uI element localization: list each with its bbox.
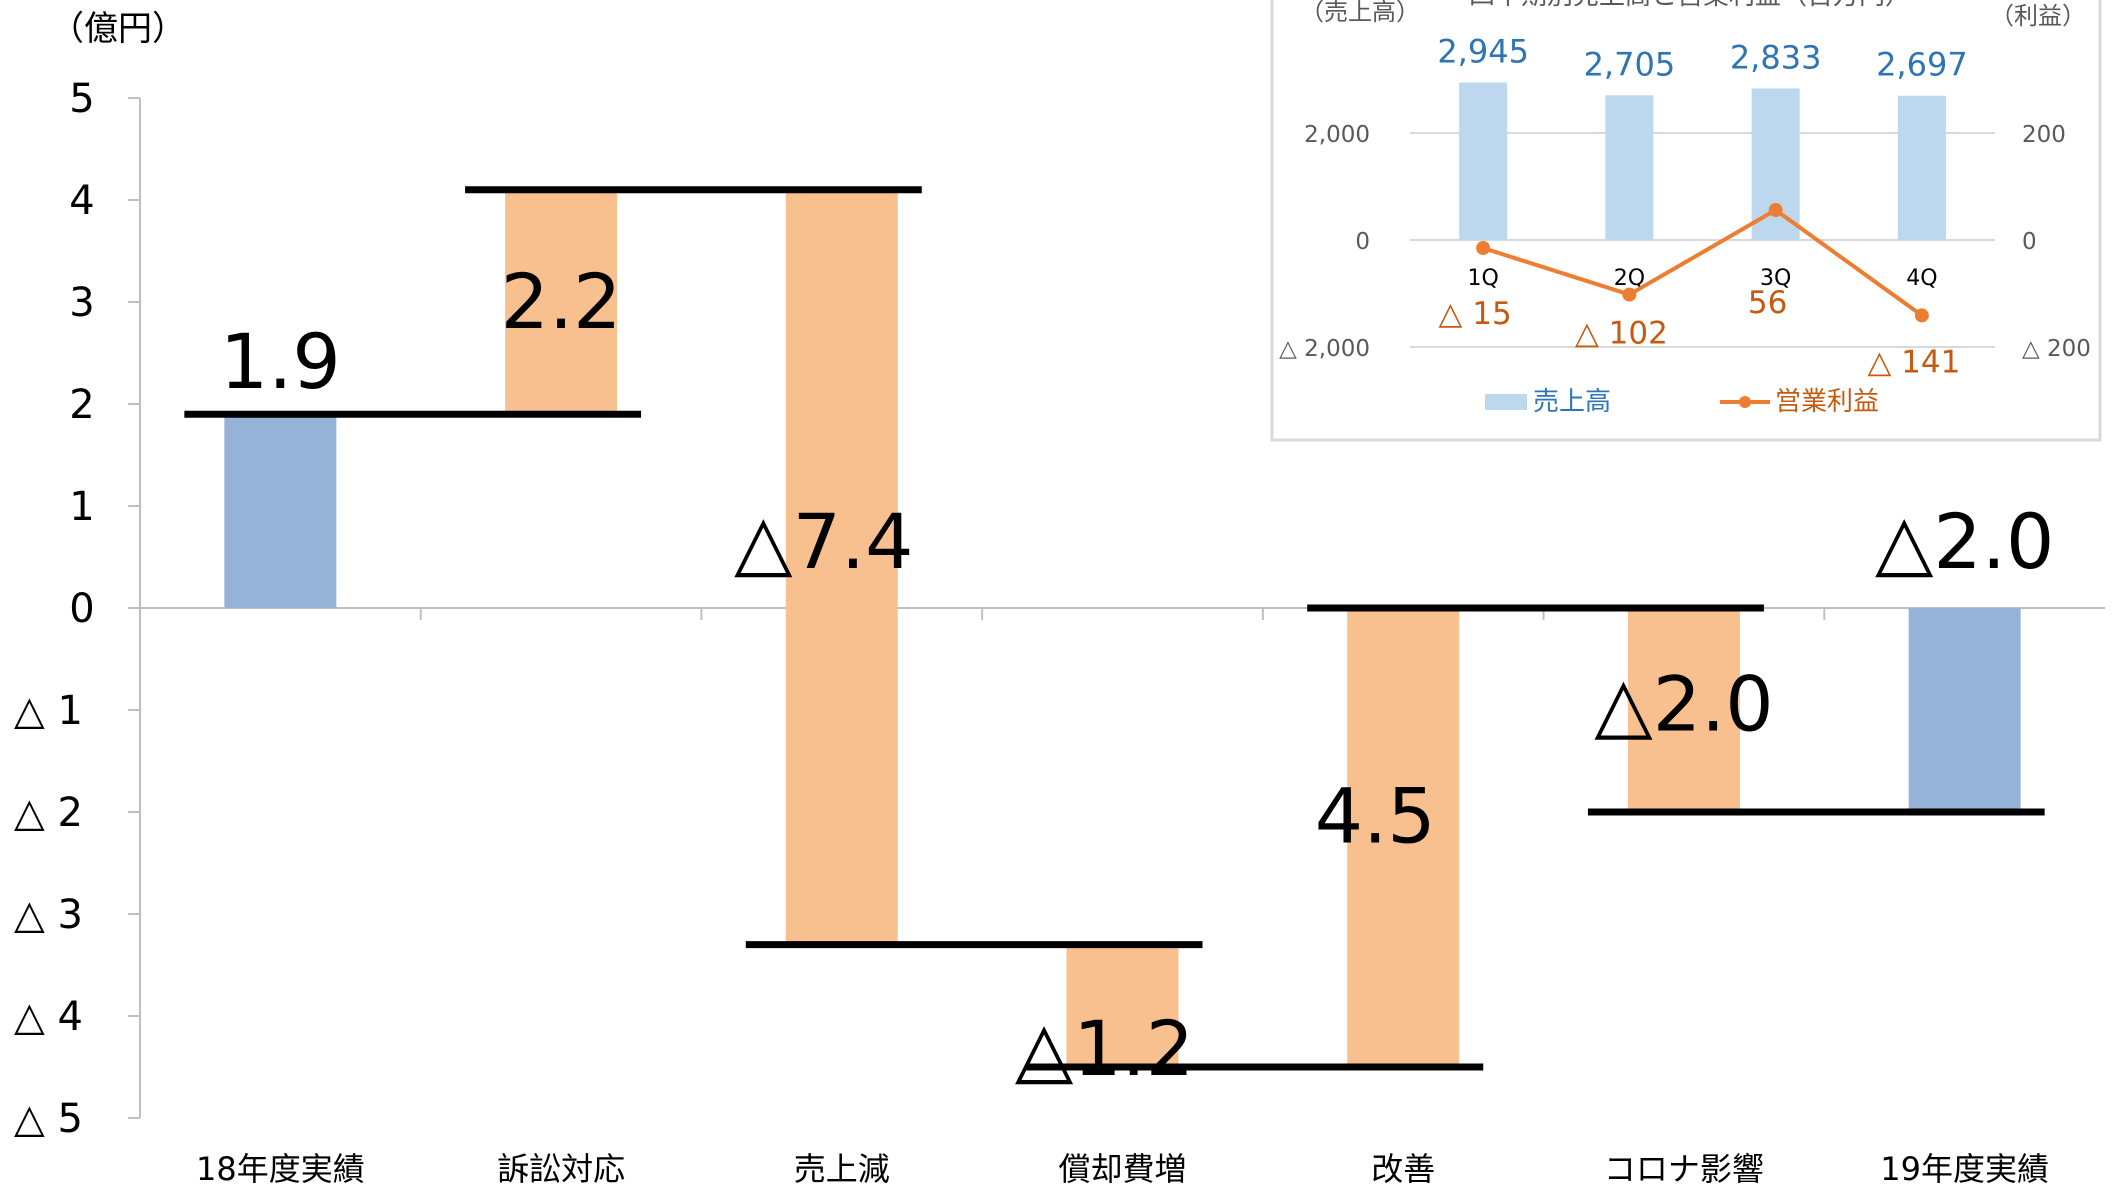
y-axis-ticks: 5 4 3 2 1 0 △ 1 △ 2 △ 3 △ 4 △ 5 — [14, 76, 140, 1142]
waterfall-bar — [1347, 608, 1460, 1067]
category-label: 売上減 — [794, 1150, 890, 1186]
y-tick-label: △ 3 — [14, 892, 83, 938]
data-label: △7.4 — [734, 497, 913, 586]
inset-sales-bars — [1459, 82, 1946, 240]
data-label: △1.2 — [1015, 1004, 1194, 1093]
inset-profit-point — [1914, 308, 1929, 323]
inset-category-labels: 1Q 2Q 3Q 4Q — [1467, 266, 1937, 291]
quarterly-inset-chart: 四半期別売上高と営業利益（百万円） （売上高） （利益） 2,000 0 △ 2,0… — [1270, 0, 2102, 442]
inset-left-axis-ticks: 2,000 0 △ 2,000 — [1279, 122, 1370, 362]
legend-profit-label: 営業利益 — [1775, 387, 1879, 417]
y-tick-label: △ 5 — [14, 1096, 83, 1142]
inset-sales-bar — [1459, 82, 1508, 240]
inset-sales-label: 2,697 — [1876, 46, 1968, 84]
y-tick-label: 5 — [69, 76, 94, 122]
inset-profit-label: △ 141 — [1867, 344, 1960, 380]
waterfall-bar — [785, 189, 898, 945]
inset-category-label: 3Q — [1760, 266, 1791, 291]
category-label: コロナ影響 — [1604, 1150, 1764, 1186]
inset-sales-bar — [1751, 88, 1800, 240]
inset-profit-points — [1476, 203, 1929, 323]
inset-frame — [1270, 0, 2102, 442]
inset-left-tick: 0 — [1355, 229, 1370, 255]
inset-right-tick: 0 — [2022, 229, 2037, 255]
inset-right-tick: △ 200 — [2022, 336, 2091, 362]
inset-profit-point — [1476, 241, 1491, 256]
x-axis-ticks — [419, 608, 1826, 620]
y-tick-label: △ 1 — [14, 688, 83, 734]
data-label: 1.9 — [220, 317, 341, 406]
inset-profit-point — [1768, 203, 1783, 218]
inset-sales-bar — [1605, 95, 1654, 240]
category-label: 19年度実績 — [1880, 1150, 2049, 1186]
y-tick-label: 4 — [69, 178, 94, 224]
inset-y1-label: （売上高） — [1300, 0, 1420, 26]
y-tick-label: 0 — [69, 586, 94, 632]
inset-profit-label: 56 — [1748, 285, 1787, 321]
data-label: 4.5 — [1315, 772, 1436, 861]
waterfall-bar — [1627, 608, 1740, 812]
inset-title: 四半期別売上高と営業利益（百万円） — [1469, 0, 1911, 11]
legend-sales-label: 売上高 — [1533, 387, 1611, 417]
inset-profit-line — [1482, 207, 1924, 318]
waterfall-bar — [1066, 944, 1179, 1067]
waterfall-bar — [505, 189, 618, 415]
inset-left-tick: △ 2,000 — [1279, 336, 1370, 362]
category-label: 改善 — [1371, 1150, 1435, 1186]
inset-legend: 売上高 営業利益 — [1485, 387, 1879, 417]
inset-right-axis-ticks: 200 0 △ 200 — [2022, 122, 2091, 362]
waterfall-bar — [224, 414, 337, 608]
inset-sales-bar — [1897, 95, 1946, 240]
data-label: △2.0 — [1594, 659, 1773, 748]
inset-profit-label: △ 15 — [1439, 296, 1512, 332]
legend-profit-marker — [1739, 396, 1751, 408]
data-label: △2.0 — [1875, 497, 2054, 586]
category-label: 訴訟対応 — [497, 1150, 625, 1186]
inset-sales-label: 2,833 — [1730, 38, 1822, 76]
y-tick-label: 3 — [69, 280, 94, 326]
inset-sales-labels: 2,945 2,705 2,833 2,697 — [1437, 32, 1967, 83]
y-tick-label: 2 — [69, 382, 94, 428]
inset-profit-labels: △ 15 △ 102 56 △ 141 — [1439, 285, 1961, 380]
y-tick-label: △ 2 — [14, 790, 83, 836]
y-tick-label: △ 4 — [14, 994, 83, 1040]
inset-profit-label: △ 102 — [1575, 316, 1668, 352]
inset-sales-label: 2,705 — [1584, 45, 1676, 83]
waterfall-chart: （億円） 5 4 3 2 1 0 △ 1 △ 2 △ 3 △ 4 △ 5 1.9 2.2 △7.4 △1.… — [14, 9, 2105, 1186]
category-label: 18年度実績 — [196, 1150, 365, 1186]
inset-gridlines — [1410, 132, 1995, 348]
category-labels: 18年度実績 訴訟対応 売上減 償却費増 改善 コロナ影響 19年度実績 — [196, 1150, 2049, 1186]
inset-profit-point — [1622, 287, 1637, 302]
inset-category-label: 1Q — [1467, 266, 1498, 291]
y-axis-unit-label: （億円） — [50, 9, 186, 49]
data-label: 2.2 — [501, 257, 622, 346]
inset-sales-label: 2,945 — [1437, 32, 1529, 70]
inset-left-tick: 2,000 — [1304, 122, 1370, 148]
category-label: 償却費増 — [1058, 1150, 1186, 1186]
inset-category-label: 4Q — [1906, 266, 1937, 291]
waterfall-data-labels: 1.9 2.2 △7.4 △1.2 4.5 △2.0 △2.0 — [220, 257, 2054, 1093]
inset-y2-label: （利益） — [1990, 2, 2086, 30]
waterfall-connectors — [184, 186, 2045, 1071]
legend-sales-swatch — [1485, 394, 1527, 410]
waterfall-bar — [1908, 608, 2021, 812]
waterfall-bars — [224, 189, 2021, 1067]
inset-right-tick: 200 — [2022, 122, 2066, 148]
y-tick-label: 1 — [69, 484, 94, 530]
